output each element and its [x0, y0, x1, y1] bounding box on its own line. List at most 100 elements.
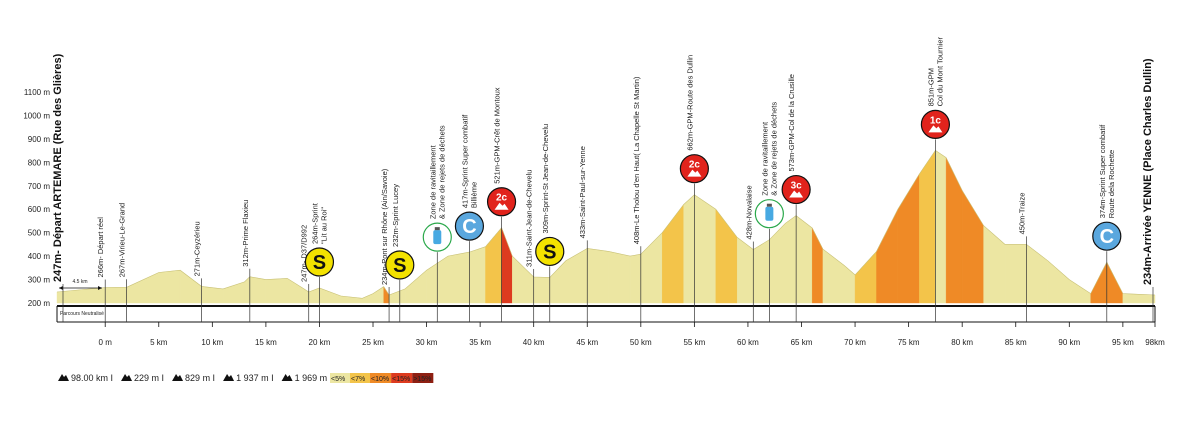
water-cap — [434, 227, 440, 231]
water-bottle — [433, 230, 442, 245]
badge — [535, 236, 565, 267]
annotation-label: 267m-Virieu-Le-Grand — [118, 203, 127, 277]
y-tick-label: 1000 m — [23, 111, 50, 120]
legend-label: <15% — [392, 376, 410, 383]
legend-label: <7% — [351, 376, 365, 383]
annotation-label: 428m-Novalaise — [744, 185, 753, 239]
legend-swatch — [391, 373, 413, 383]
annotation-label: Zone de ravitaillement — [428, 144, 437, 219]
slope-band — [608, 251, 631, 304]
y-tick-label: 1100 m — [24, 88, 50, 97]
badge — [920, 109, 951, 139]
slope-band — [201, 286, 224, 304]
profile-fill — [56, 149, 1156, 304]
annotation-label: 433m-Saint-Paul-sur-Yenne — [578, 146, 587, 238]
annotation-label: 264m-Sprint — [310, 202, 319, 244]
slope-band — [447, 251, 470, 304]
slope-band — [265, 278, 288, 304]
slope-band — [683, 194, 695, 304]
badge-label: 2c — [689, 160, 701, 171]
annotation-label: & Zone de rejets de déchets — [769, 102, 778, 196]
badge-label: S — [313, 252, 326, 274]
x-tick-label: 60 km — [737, 338, 759, 347]
x-tick-label: 0 m — [99, 338, 113, 347]
stat-icon — [281, 374, 293, 381]
annotation-label: "Lit au Roi" — [319, 207, 328, 244]
y-tick-label: 200 m — [28, 299, 51, 308]
slope-band — [587, 248, 609, 304]
annotation-label: Zone de ravitaillement — [760, 121, 769, 196]
x-tick-label: 20 km — [309, 338, 331, 347]
badge — [304, 247, 335, 277]
annotation-label: 309m-Sprint-St Jean-de-Chevelu — [541, 124, 550, 234]
annotation-label: 234m-Pont sur Rhône (Ain/Savoie) — [380, 168, 389, 285]
badge-label: S — [393, 255, 406, 277]
stat: 829 m I — [185, 373, 215, 383]
annotation-label: 417m-Sprint Super combatif — [460, 114, 469, 208]
annotation-label: 234m-Arrivée YENNE (Place Charles Dullin… — [1142, 58, 1154, 285]
badge — [486, 187, 517, 217]
x-tick-label: 55 km — [683, 338, 705, 347]
legend-swatch — [370, 373, 392, 383]
badge — [385, 250, 415, 280]
badge — [1092, 221, 1122, 251]
y-tick-label: 400 m — [28, 252, 51, 261]
y-tick-label: 900 m — [28, 135, 51, 144]
neutral-distance: 4.5 km — [72, 279, 87, 285]
annotation-label: 374m-Sprint Super combatif — [1098, 124, 1107, 218]
legend-swatch — [330, 373, 350, 383]
slope-band — [1122, 293, 1156, 304]
slope-band — [694, 194, 716, 304]
y-tick-label: 700 m — [28, 182, 51, 191]
legend-swatch — [412, 373, 434, 383]
badge — [781, 174, 811, 205]
annotation-label: & Zone de rejets de déchets — [437, 125, 446, 219]
x-tick-label: 25 km — [362, 338, 384, 347]
slope-band — [158, 269, 181, 304]
stat: 229 m I — [134, 373, 164, 383]
slope-band — [753, 239, 770, 304]
annotation-label: 266m- Départ réel — [96, 217, 105, 278]
badge-mountain — [687, 169, 702, 177]
y-tick-label: 500 m — [28, 229, 51, 238]
legend-label: >15% — [413, 376, 431, 383]
stat: 1 969 m — [295, 373, 328, 383]
profile-line — [56, 149, 1156, 299]
slope-band — [1004, 244, 1027, 304]
x-tick-label: 35 km — [469, 338, 491, 347]
annotation-label: 232m-Sprint Lucey — [391, 184, 400, 247]
stat-icon — [172, 374, 184, 381]
slope-band — [935, 149, 947, 304]
x-tick-label: 95 km — [1112, 338, 1134, 347]
x-tick-label: 75 km — [898, 338, 920, 347]
badge-label: 2c — [496, 193, 508, 204]
x-tick-label: 10 km — [201, 338, 223, 347]
stat: 1 937 m I — [236, 373, 274, 383]
legend-swatch — [350, 373, 370, 383]
slope-band — [533, 276, 550, 304]
y-tick-label: 800 m — [28, 158, 51, 167]
annotation-label: 573m-GPM-Col de la Crusille — [787, 74, 796, 172]
annotation-label: 271m-Ceyzérieu — [193, 221, 202, 276]
annotation-label: Route dela Rochette — [1107, 150, 1116, 218]
annotation-label: 247m- Départ ARTEMARE (Rue des Glières) — [52, 53, 64, 282]
stat-icon — [58, 374, 69, 381]
x-tick-label: 40 km — [523, 338, 545, 347]
stat-icon — [223, 374, 235, 381]
legend-label: <10% — [371, 376, 389, 383]
badge-label: C — [462, 216, 476, 238]
slope-band — [785, 215, 797, 304]
slope-band — [469, 246, 486, 304]
annotation-label: 408m-Le Tholou d'en Haut( La Chapelle St… — [632, 76, 641, 244]
badge-label: 3c — [791, 181, 803, 192]
x-tick-label: 65 km — [791, 338, 813, 347]
annotation-label: 247m- D37/D992 — [300, 225, 309, 282]
annotation-label: Col du Mont Tournier — [935, 36, 944, 106]
neutral-label: Parcours Neutralisé — [60, 311, 104, 317]
badge — [454, 211, 485, 241]
x-tick-label: 90 km — [1058, 338, 1080, 347]
stat: 98.00 km I — [71, 373, 113, 383]
slope-band — [919, 149, 936, 304]
x-tick-label: 50 km — [630, 338, 652, 347]
